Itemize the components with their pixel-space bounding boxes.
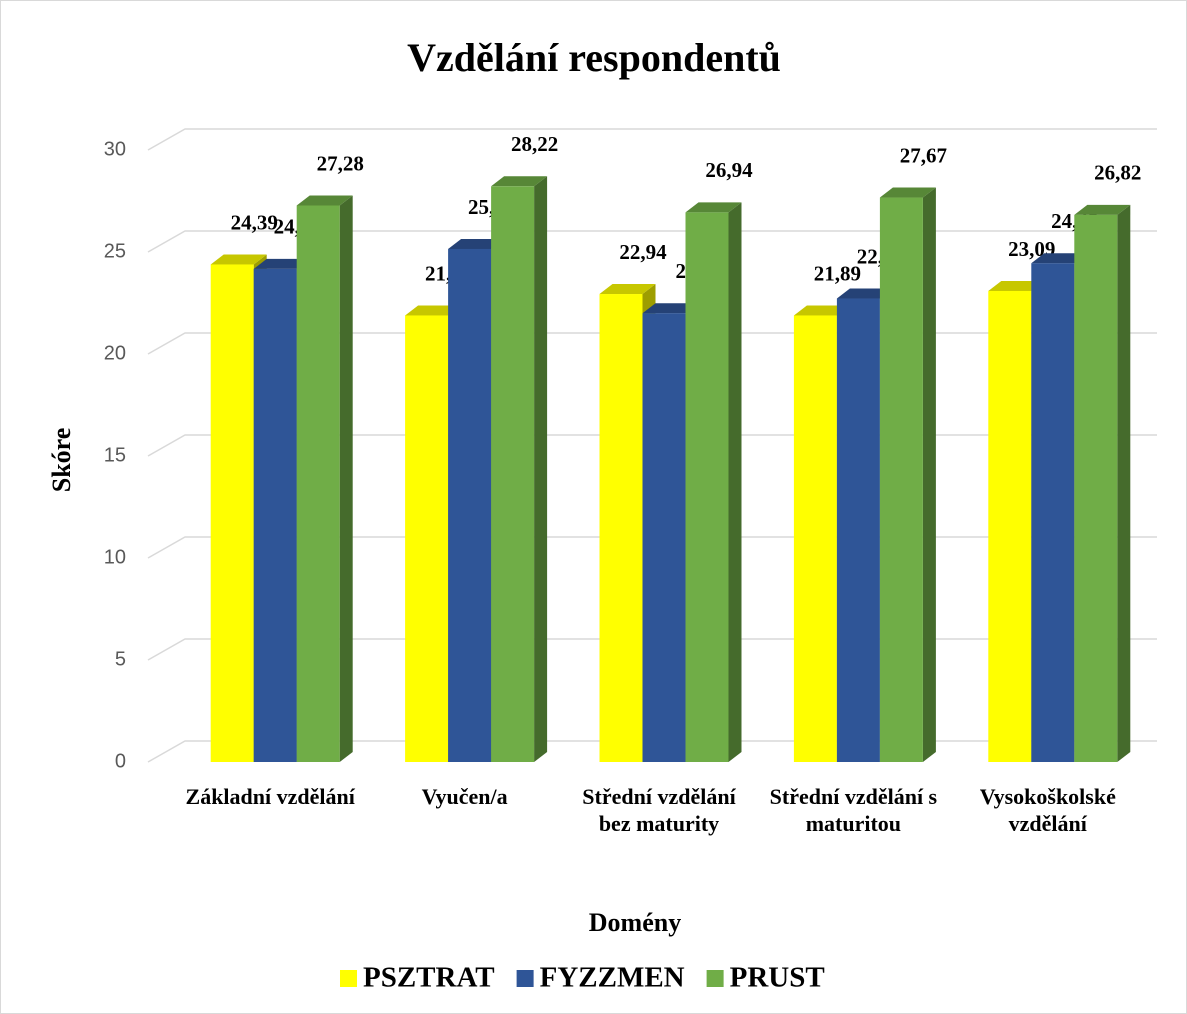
bar [599, 294, 643, 762]
data-label: 21,89 [814, 261, 861, 285]
bar [448, 248, 492, 762]
x-tick-label: Základní vzdělání [185, 784, 355, 809]
x-tick-label: Vysokoškolské vzdělání [979, 784, 1116, 836]
bar-top [1031, 253, 1088, 264]
legend-label: PSZTRAT [363, 962, 495, 994]
legend-label: FYZZMEN [540, 962, 685, 994]
bar-top [642, 303, 699, 314]
y-tick-label: 15 [104, 444, 126, 466]
data-label: 27,28 [317, 151, 364, 175]
bar-side [534, 176, 548, 762]
bar-top [1074, 204, 1131, 215]
bar-top [793, 305, 850, 316]
bar [642, 313, 686, 762]
y-tick-label: 5 [115, 648, 126, 670]
grid-line [147, 230, 1157, 253]
bar [685, 212, 729, 762]
bar-side [339, 195, 353, 762]
bar-top [405, 305, 462, 316]
bar-top [988, 280, 1045, 291]
y-tick-label: 30 [104, 138, 126, 160]
bar-top [253, 258, 310, 269]
legend-swatch [340, 970, 357, 987]
x-tick-label: Střední vzdělání bez maturity [582, 784, 736, 836]
data-label: 22,94 [619, 240, 667, 264]
bar-side [1117, 204, 1131, 762]
bar-side [922, 187, 936, 763]
grid-line [147, 128, 1157, 151]
x-tick-label: Vyučen/a [421, 784, 508, 809]
bar-side [728, 202, 742, 762]
data-label: 24,39 [231, 210, 278, 234]
chart-title: Vzdělání respondentů [407, 35, 781, 80]
data-label: 26,94 [705, 158, 753, 182]
data-label: 28,22 [511, 132, 558, 156]
bar [793, 315, 837, 762]
bar-top [296, 195, 353, 206]
x-axis-title: Domény [589, 908, 681, 937]
data-label: 26,82 [1094, 161, 1141, 185]
y-tick-label: 10 [104, 546, 126, 568]
y-axis-title: Skóre [47, 428, 76, 493]
bar-top [210, 254, 267, 265]
bar-top [448, 238, 505, 249]
bar [210, 264, 254, 762]
bar [836, 298, 880, 762]
x-tick-label: Střední vzdělání s maturitou [769, 784, 938, 836]
legend-swatch [516, 970, 534, 987]
bar-top [836, 288, 893, 299]
data-label: 27,67 [900, 143, 947, 167]
bar [1031, 263, 1075, 762]
bar [988, 290, 1032, 762]
bar [879, 197, 923, 763]
bar [405, 315, 449, 762]
y-tick-label: 20 [104, 342, 126, 364]
y-tick-label: 0 [115, 750, 126, 772]
bar [253, 268, 297, 762]
bar-top [599, 284, 656, 295]
bar-top [879, 187, 936, 198]
bar [1074, 214, 1118, 762]
legend-label: PRUST [730, 962, 825, 994]
y-tick-label: 25 [104, 240, 126, 262]
bar [491, 186, 535, 762]
legend-swatch [706, 970, 724, 987]
bar-top [491, 176, 548, 187]
bar [296, 205, 340, 762]
bar-top [685, 202, 742, 213]
